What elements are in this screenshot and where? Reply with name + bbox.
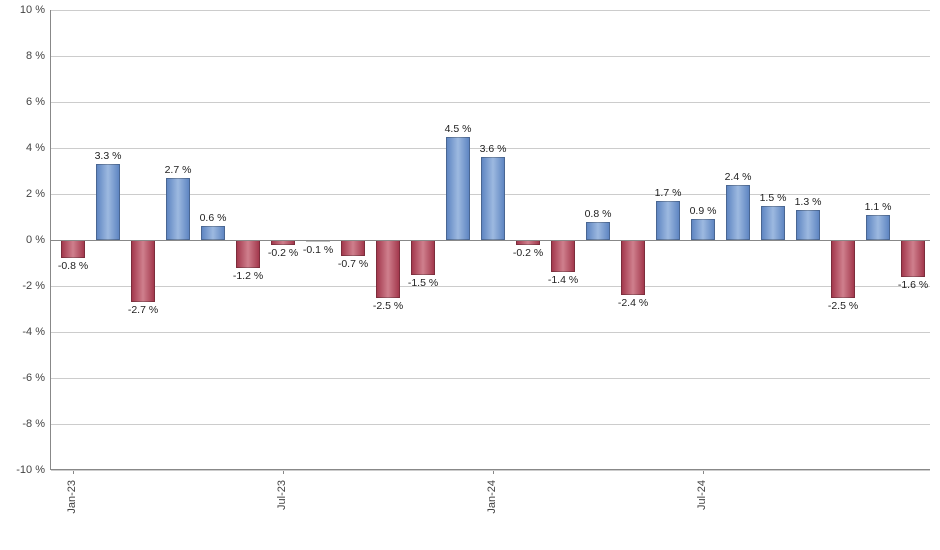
gridline (51, 378, 930, 379)
bar-value-label: -0.2 % (268, 247, 298, 259)
bar-value-label: 1.1 % (865, 201, 892, 213)
gridline (51, 10, 930, 11)
bar-value-label: -2.5 % (828, 300, 858, 312)
bar (831, 240, 855, 298)
bar-value-label: -1.4 % (548, 274, 578, 286)
y-tick-label: 0 % (5, 234, 45, 246)
bar (726, 185, 750, 240)
bar (376, 240, 400, 298)
gridline (51, 56, 930, 57)
bar (131, 240, 155, 302)
y-tick-label: 10 % (5, 4, 45, 16)
bar (446, 137, 470, 241)
y-tick-label: 2 % (5, 188, 45, 200)
bar-value-label: 1.3 % (795, 196, 822, 208)
bar-value-label: 3.3 % (95, 150, 122, 162)
bar (551, 240, 575, 272)
bar-value-label: 3.6 % (480, 143, 507, 155)
bar-value-label: 1.7 % (655, 187, 682, 199)
bar (411, 240, 435, 275)
bar (691, 219, 715, 240)
x-tick-label: Jul-23 (276, 480, 288, 510)
bar (901, 240, 925, 277)
bar (481, 157, 505, 240)
bar (621, 240, 645, 295)
bar (796, 210, 820, 240)
bar-value-label: -2.7 % (128, 304, 158, 316)
gridline (51, 102, 930, 103)
bar-value-label: 0.6 % (200, 212, 227, 224)
gridline (51, 470, 930, 471)
gridline (51, 332, 930, 333)
y-tick-label: 6 % (5, 96, 45, 108)
bar (586, 222, 610, 240)
gridline (51, 424, 930, 425)
bar-value-label: 2.7 % (165, 164, 192, 176)
bar-value-label: -0.8 % (58, 260, 88, 272)
bar (866, 215, 890, 240)
plot-area: -0.8 %3.3 %-2.7 %2.7 %0.6 %-1.2 %-0.2 %-… (50, 10, 930, 470)
bar-chart: -0.8 %3.3 %-2.7 %2.7 %0.6 %-1.2 %-0.2 %-… (0, 0, 940, 550)
gridline (51, 286, 930, 287)
y-tick-label: 4 % (5, 142, 45, 154)
bar-value-label: -0.2 % (513, 247, 543, 259)
y-tick-label: -8 % (5, 418, 45, 430)
bar-value-label: -2.5 % (373, 300, 403, 312)
y-tick-label: -6 % (5, 372, 45, 384)
x-tick-label: Jan-23 (66, 480, 78, 514)
bar-value-label: -0.1 % (303, 244, 333, 256)
bar-value-label: 1.5 % (760, 192, 787, 204)
bar-value-label: -0.7 % (338, 258, 368, 270)
bar (761, 206, 785, 241)
y-tick-label: -10 % (5, 464, 45, 476)
y-tick-label: -2 % (5, 280, 45, 292)
x-tick-label: Jan-24 (486, 480, 498, 514)
bar-value-label: -1.5 % (408, 277, 438, 289)
bar-value-label: -1.2 % (233, 270, 263, 282)
y-tick-label: -4 % (5, 326, 45, 338)
bar (61, 240, 85, 258)
zero-line (51, 240, 930, 241)
x-tick-label: Jul-24 (696, 480, 708, 510)
y-tick-label: 8 % (5, 50, 45, 62)
bar (236, 240, 260, 268)
bar-value-label: -1.6 % (898, 279, 928, 291)
bar (96, 164, 120, 240)
bar-value-label: -2.4 % (618, 297, 648, 309)
bar-value-label: 0.9 % (690, 205, 717, 217)
bar-value-label: 2.4 % (725, 171, 752, 183)
bar (166, 178, 190, 240)
bar-value-label: 4.5 % (445, 123, 472, 135)
bar (341, 240, 365, 256)
bar (656, 201, 680, 240)
bar-value-label: 0.8 % (585, 208, 612, 220)
bar (201, 226, 225, 240)
